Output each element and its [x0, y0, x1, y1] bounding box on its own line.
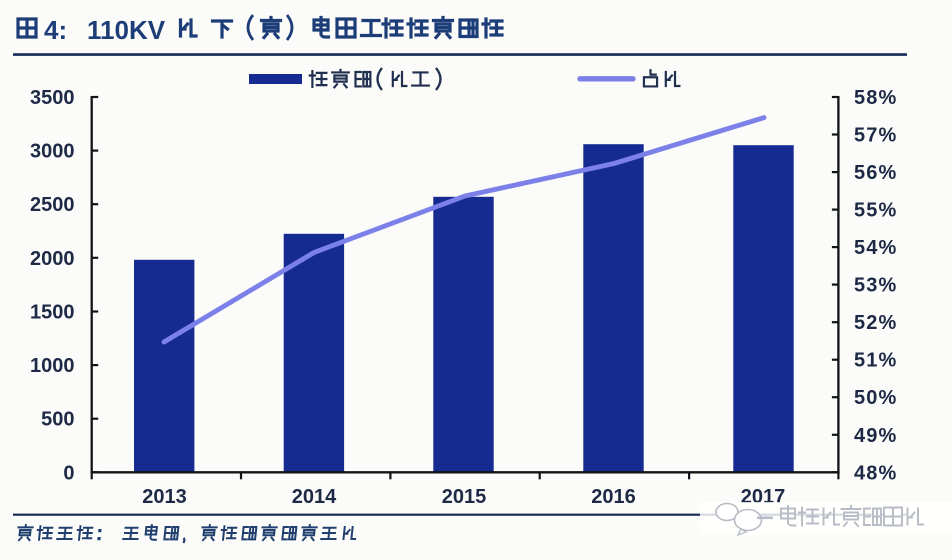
- svg-text:57%: 57%: [854, 125, 897, 147]
- svg-text:50%: 50%: [854, 387, 897, 409]
- svg-text:3500: 3500: [30, 87, 75, 109]
- svg-text:2014: 2014: [292, 486, 337, 508]
- svg-text:4:: 4:: [44, 15, 67, 45]
- svg-text:49%: 49%: [854, 425, 897, 447]
- svg-text:2016: 2016: [591, 486, 636, 508]
- svg-text:500: 500: [41, 409, 74, 431]
- svg-text:3000: 3000: [30, 141, 75, 163]
- svg-text:52%: 52%: [854, 312, 897, 334]
- svg-text:58%: 58%: [854, 87, 897, 109]
- svg-text:110KV: 110KV: [87, 15, 166, 45]
- svg-text:55%: 55%: [854, 200, 897, 222]
- svg-text:2013: 2013: [142, 486, 187, 508]
- svg-text:1000: 1000: [30, 355, 75, 377]
- svg-text:54%: 54%: [854, 237, 897, 259]
- svg-text:51%: 51%: [854, 350, 897, 372]
- svg-text:2015: 2015: [442, 486, 487, 508]
- svg-text:2500: 2500: [30, 194, 75, 216]
- svg-text:48%: 48%: [854, 462, 897, 484]
- svg-text:56%: 56%: [854, 162, 897, 184]
- svg-text:0: 0: [63, 462, 74, 484]
- svg-text:2000: 2000: [30, 248, 75, 270]
- svg-text:1500: 1500: [30, 302, 75, 324]
- svg-text:53%: 53%: [854, 275, 897, 297]
